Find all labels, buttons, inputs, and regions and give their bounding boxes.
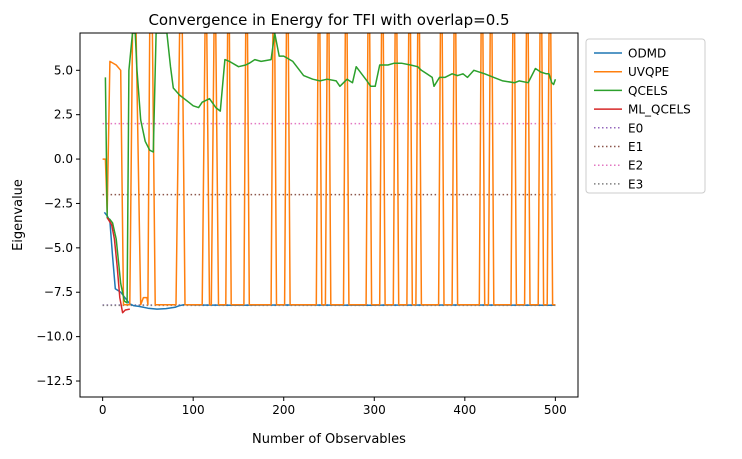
y-axis: −12.5 −10.0 −7.5 −5.0 −2.5 0.0 2.5 5.0 [36, 63, 80, 388]
legend-label: QCELS [628, 84, 668, 98]
x-tick-label: 100 [182, 403, 205, 417]
legend-label: E0 [628, 121, 643, 135]
x-tick-label: 200 [272, 403, 295, 417]
y-tick-label: −12.5 [36, 374, 73, 388]
x-tick-label: 0 [99, 403, 107, 417]
chart-title: Convergence in Energy for TFI with overl… [148, 11, 509, 29]
series-line-odmd [103, 211, 556, 310]
series-line-qcels [104, 33, 557, 304]
legend: ODMD UVQPE QCELS ML_QCELS E0 E1 E2 E3 [585, 38, 706, 194]
x-tick-label: 400 [453, 403, 476, 417]
legend-label: ODMD [628, 47, 666, 61]
series-layer [102, 33, 557, 314]
x-tick-label: 500 [544, 403, 567, 417]
y-tick-label: −10.0 [36, 330, 73, 344]
legend-label: ML_QCELS [628, 103, 691, 117]
x-axis: 0 100 200 300 400 500 [99, 397, 567, 417]
series-line-ml-qcels [106, 217, 130, 314]
legend-label: E2 [628, 159, 643, 173]
y-tick-label: 2.5 [54, 108, 73, 122]
y-tick-label: −7.5 [44, 285, 73, 299]
legend-label: E1 [628, 140, 643, 154]
series-line-uvqpe [102, 33, 556, 306]
y-axis-label: Eigenvalue [11, 179, 26, 251]
x-tick-label: 300 [363, 403, 386, 417]
legend-label: UVQPE [628, 65, 669, 79]
y-tick-label: 0.0 [54, 152, 73, 166]
legend-label: E3 [628, 177, 643, 191]
y-tick-label: −2.5 [44, 196, 73, 210]
y-tick-label: −5.0 [44, 241, 73, 255]
y-tick-label: 5.0 [54, 63, 73, 77]
x-axis-label: Number of Observables [252, 432, 406, 447]
plot-frame [79, 32, 579, 398]
legend-frame [585, 38, 706, 194]
